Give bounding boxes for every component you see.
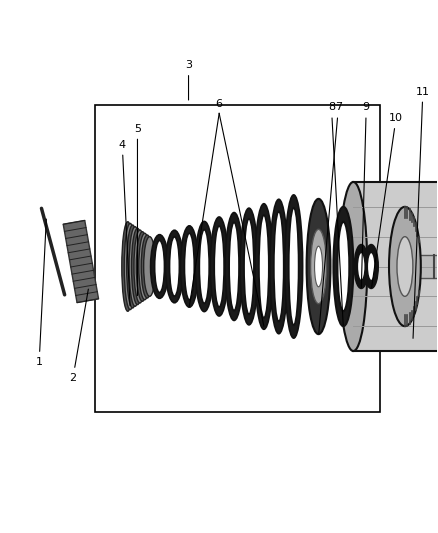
Ellipse shape: [367, 252, 375, 281]
Ellipse shape: [333, 207, 353, 326]
Bar: [63, 221, 99, 303]
Ellipse shape: [199, 230, 209, 303]
Text: 8: 8: [328, 102, 343, 326]
Ellipse shape: [354, 245, 368, 288]
Ellipse shape: [285, 195, 303, 338]
Ellipse shape: [364, 245, 378, 288]
Ellipse shape: [289, 208, 299, 325]
Ellipse shape: [151, 235, 169, 298]
Ellipse shape: [259, 215, 269, 318]
Ellipse shape: [141, 235, 153, 298]
Ellipse shape: [357, 252, 365, 281]
Ellipse shape: [136, 232, 148, 301]
Text: 10: 10: [371, 113, 403, 288]
Ellipse shape: [195, 221, 213, 312]
Bar: [415, 255, 438, 278]
Bar: [353, 182, 438, 351]
Text: 9: 9: [361, 102, 370, 288]
Ellipse shape: [139, 233, 151, 300]
Ellipse shape: [311, 229, 326, 304]
Text: 3: 3: [185, 60, 192, 100]
Ellipse shape: [240, 208, 258, 325]
Ellipse shape: [314, 246, 322, 287]
Ellipse shape: [274, 212, 284, 321]
Ellipse shape: [129, 227, 141, 306]
Ellipse shape: [124, 223, 136, 310]
Ellipse shape: [144, 237, 155, 296]
Ellipse shape: [184, 233, 194, 300]
Ellipse shape: [155, 240, 164, 293]
Ellipse shape: [229, 222, 239, 311]
Text: 4: 4: [119, 140, 130, 305]
Ellipse shape: [131, 228, 143, 305]
Ellipse shape: [337, 222, 350, 311]
Ellipse shape: [244, 219, 254, 314]
Text: 6: 6: [215, 100, 223, 109]
Ellipse shape: [214, 226, 224, 307]
Ellipse shape: [225, 213, 243, 320]
Ellipse shape: [180, 226, 198, 307]
Text: 11: 11: [413, 86, 430, 338]
Ellipse shape: [122, 222, 134, 311]
Ellipse shape: [134, 230, 146, 303]
Ellipse shape: [339, 182, 367, 351]
Ellipse shape: [170, 237, 180, 296]
Ellipse shape: [307, 199, 330, 334]
Bar: [95, 105, 380, 413]
Ellipse shape: [255, 204, 273, 329]
Text: 2: 2: [69, 289, 88, 383]
Text: 1: 1: [35, 219, 46, 367]
Ellipse shape: [270, 199, 288, 334]
Text: 5: 5: [134, 124, 141, 296]
Ellipse shape: [397, 237, 413, 296]
Ellipse shape: [389, 207, 421, 326]
Text: 7: 7: [319, 102, 342, 333]
Ellipse shape: [127, 225, 138, 308]
Ellipse shape: [166, 230, 184, 303]
Ellipse shape: [210, 217, 228, 316]
